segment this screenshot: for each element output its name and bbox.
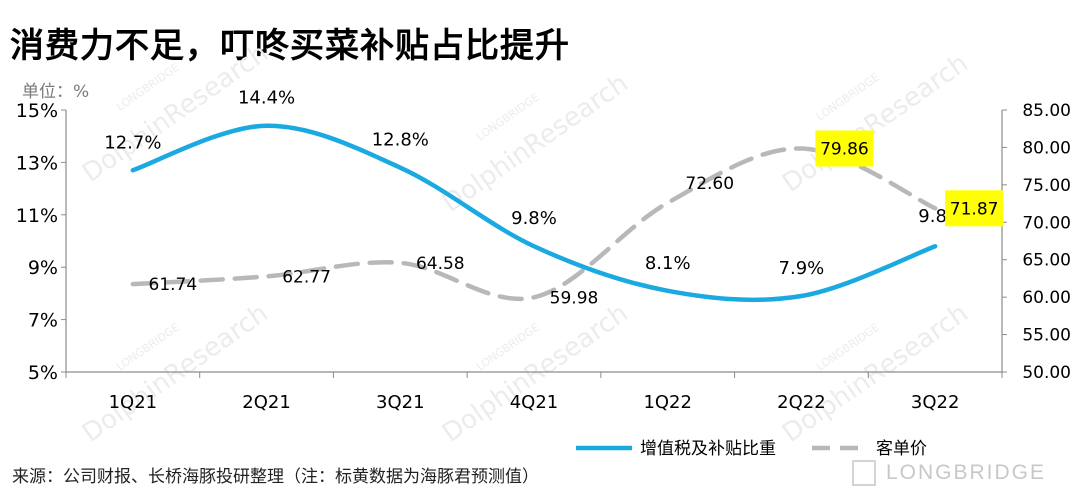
left-axis-unit: 单位：% xyxy=(22,82,89,102)
left-tick-label: 15% xyxy=(16,100,58,122)
data-label-aov: 64.58 xyxy=(416,254,465,274)
series-line-subsidy xyxy=(130,123,938,303)
legend-label-aov: 客单价 xyxy=(876,439,927,459)
right-tick-label: 75.00 xyxy=(1022,176,1071,196)
watermark-text: DolphinResearch xyxy=(77,38,274,188)
data-label-aov: 79.86 xyxy=(820,139,869,159)
series-line-aov xyxy=(130,146,938,301)
left-tick-label: 11% xyxy=(16,205,58,227)
right-tick-label: 85.00 xyxy=(1022,101,1071,121)
x-tick-label: 2Q21 xyxy=(242,392,291,413)
watermark-text: DolphinResearch xyxy=(437,68,634,218)
right-tick-label: 50.00 xyxy=(1022,363,1071,383)
data-label-subsidy: 7.9% xyxy=(779,258,825,279)
data-label-subsidy: 12.7% xyxy=(104,132,161,153)
left-tick-label: 9% xyxy=(28,257,58,279)
right-tick-label: 65.00 xyxy=(1022,251,1071,271)
data-label-aov: 62.77 xyxy=(282,267,331,287)
highlight-box xyxy=(945,190,1004,227)
left-tick-label: 7% xyxy=(28,310,58,332)
highlight-box xyxy=(815,130,874,167)
brand-text: LONGBRIDGE xyxy=(886,461,1047,484)
x-tick-label: 4Q21 xyxy=(510,392,559,413)
right-tick-label: 80.00 xyxy=(1022,138,1071,158)
watermark-text: DolphinResearch xyxy=(437,298,634,448)
right-tick-label: 55.00 xyxy=(1022,326,1071,346)
legend-label-subsidy: 增值税及补贴比重 xyxy=(640,439,776,459)
data-label-aov: 72.60 xyxy=(685,174,734,194)
brand-mark-icon xyxy=(852,460,876,486)
data-label-aov: 71.87 xyxy=(950,199,999,219)
x-tick-label: 1Q22 xyxy=(643,392,692,413)
watermark-text: DolphinResearch xyxy=(777,298,974,448)
x-tick-label: 3Q21 xyxy=(376,392,425,413)
brand-logo: LONGBRIDGE xyxy=(852,460,1046,486)
data-label-aov: 61.74 xyxy=(149,275,198,295)
data-label-subsidy: 12.8% xyxy=(372,130,429,151)
x-tick-label: 3Q22 xyxy=(911,392,960,413)
right-tick-label: 70.00 xyxy=(1022,213,1071,233)
data-label-subsidy: 14.4% xyxy=(238,88,295,109)
data-label-subsidy: 9.8% xyxy=(511,208,557,229)
watermark-text: DolphinResearch xyxy=(77,298,274,448)
right-tick-label: 60.00 xyxy=(1022,288,1071,308)
left-tick-label: 5% xyxy=(28,362,58,384)
data-label-subsidy: 8.1% xyxy=(645,253,691,274)
x-tick-label: 2Q22 xyxy=(777,392,826,413)
data-label-aov: 59.98 xyxy=(550,288,599,308)
x-tick-label: 1Q21 xyxy=(109,392,158,413)
chart-title: 消费力不足，叮咚买菜补贴占比提升 xyxy=(10,26,570,66)
source-note: 来源：公司财报、长桥海豚投研整理（注：标黄数据为海豚君预测值） xyxy=(12,467,539,487)
left-tick-label: 13% xyxy=(16,152,58,174)
